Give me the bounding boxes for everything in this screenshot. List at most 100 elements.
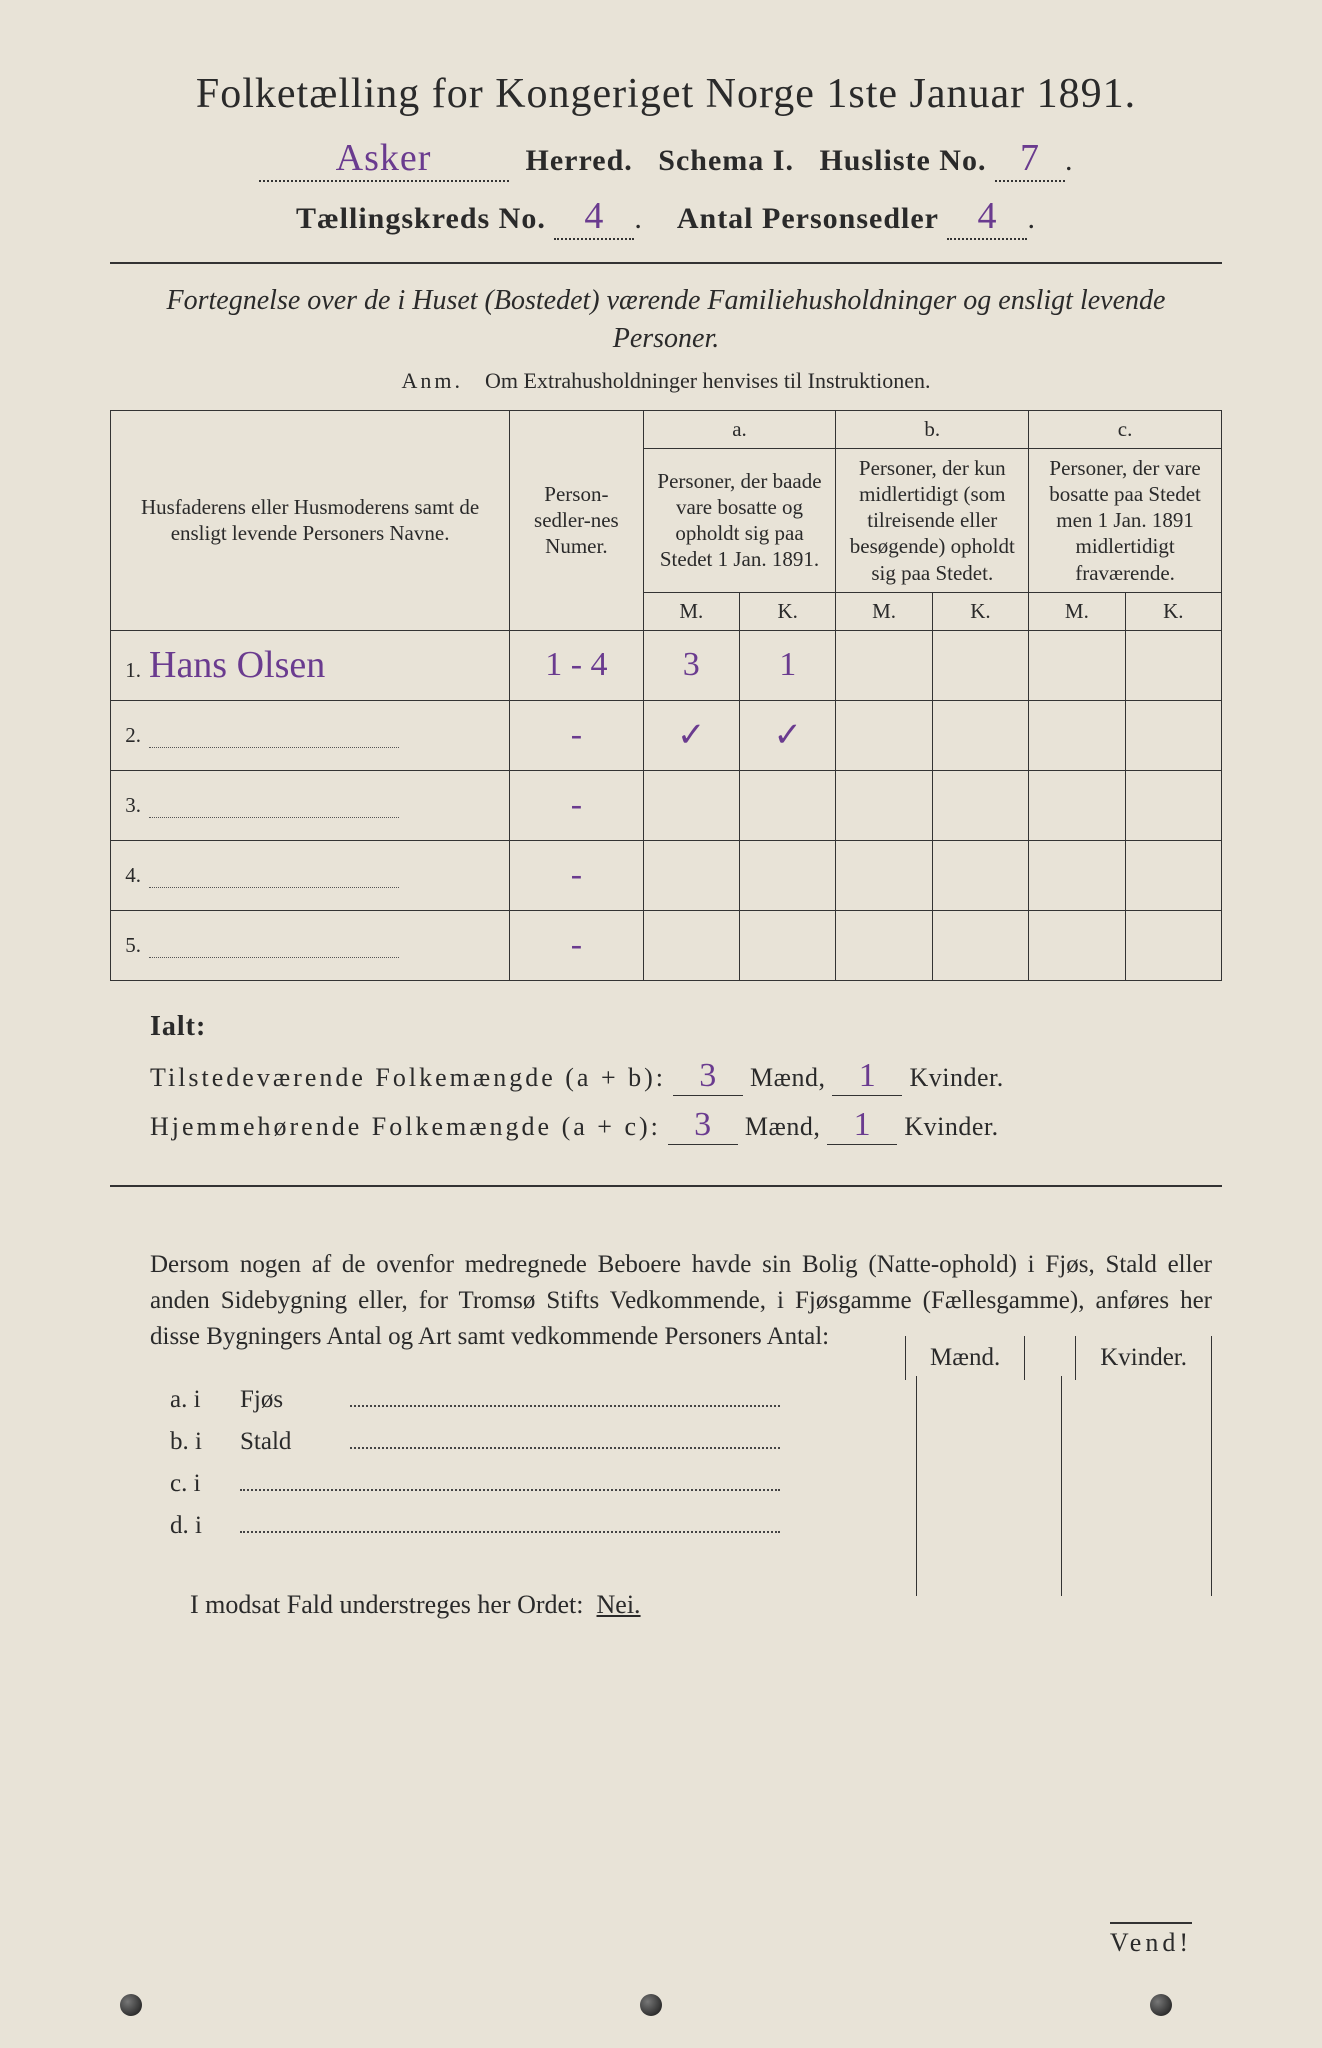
cell-a_k (740, 840, 836, 910)
building-name: Fjøs (240, 1386, 350, 1414)
description-italic: Fortegnelse over de i Huset (Bostedet) v… (110, 282, 1222, 358)
cell-name: 2. (111, 700, 510, 770)
building-row-label: c. i (170, 1470, 240, 1498)
building-row: d. i (170, 1512, 1212, 1540)
antal-value: 4 (977, 195, 997, 237)
cell-num: - (510, 910, 643, 980)
table-row: 5. - (111, 910, 1222, 980)
cell-num: - (510, 770, 643, 840)
cell-c_k (1125, 840, 1221, 910)
cell-c_k (1125, 910, 1221, 980)
th-c-k: K. (1125, 592, 1221, 630)
herred-label: Herred. (526, 144, 633, 177)
table-row: 2.-✓✓ (111, 700, 1222, 770)
th-a-text: Personer, der baade vare bosatte og opho… (643, 448, 836, 592)
nei-line: I modsat Fald understreges her Ordet: Ne… (190, 1590, 1222, 1620)
empty-name-line (149, 795, 399, 818)
th-c-text: Personer, der vare bosatte paa Stedet me… (1029, 448, 1222, 592)
table-row: 3. - (111, 770, 1222, 840)
mk-header: Mænd. Kvinder. (905, 1336, 1212, 1380)
empty-name-line (149, 725, 399, 748)
cell-b_m (836, 630, 932, 700)
cell-value: 3 (683, 646, 700, 683)
nei-word: Nei. (597, 1590, 641, 1619)
row-number: 4. (117, 863, 141, 888)
building-row-label: a. i (170, 1386, 240, 1414)
cell-num: - (510, 840, 643, 910)
cell-name: 1. Hans Olsen (111, 630, 510, 700)
cell-num: 1 - 4 (510, 630, 643, 700)
separator-mid (110, 1185, 1222, 1187)
sum-line-1: Tilstedeværende Folkemængde (a + b): 3 M… (150, 1057, 1222, 1096)
th-b-inner: Personer, der kun midlertidigt (som tilr… (850, 456, 1015, 585)
th-b-k: K. (932, 592, 1028, 630)
cell-b_m (836, 700, 932, 770)
th-c-m: M. (1029, 592, 1125, 630)
cell-c_m (1029, 700, 1125, 770)
cell-value: - (571, 856, 582, 893)
cell-b_k (932, 840, 1028, 910)
husliste-value: 7 (1020, 137, 1040, 179)
tack-icon (120, 1994, 142, 2016)
kvinder-label-2: Kvinder. (904, 1112, 998, 1141)
cell-a_m (643, 770, 739, 840)
th-c-inner: Personer, der vare bosatte paa Stedet me… (1049, 456, 1201, 585)
cell-value: 1 - 4 (545, 646, 607, 683)
cell-value: 1 (779, 646, 796, 683)
household-table: Husfaderens eller Husmoderens samt de en… (110, 410, 1222, 981)
herred-value: Asker (336, 137, 432, 179)
cell-value: - (571, 926, 582, 963)
table-head: Husfaderens eller Husmoderens samt de en… (111, 410, 1222, 630)
cell-b_m (836, 910, 932, 980)
sum2-m: 3 (694, 1106, 712, 1143)
building-row: c. i (170, 1470, 1212, 1498)
anm-line: Anm. Om Extrahusholdninger henvises til … (110, 368, 1222, 394)
anm-text: Om Extrahusholdninger henvises til Instr… (485, 368, 930, 393)
cell-c_m (1029, 770, 1125, 840)
cell-a_k (740, 910, 836, 980)
building-name: Stald (240, 1428, 350, 1456)
kvinder-label-1: Kvinder. (909, 1063, 1003, 1092)
nei-pre: I modsat Fald understreges her Ordet: (190, 1590, 584, 1619)
building-row: b. i Stald (170, 1428, 1212, 1456)
empty-name-line (149, 935, 399, 958)
th-a-m: M. (643, 592, 739, 630)
row-number: 3. (117, 793, 141, 818)
cell-a_k: ✓ (740, 700, 836, 770)
th-c-label: c. (1029, 410, 1222, 448)
herred-line: Asker Herred. Schema I. Husliste No. 7 . (110, 136, 1222, 182)
empty-name-line (149, 865, 399, 888)
husliste-label: Husliste No. (819, 144, 986, 177)
cell-value: ✓ (677, 717, 706, 754)
cell-c_k (1125, 700, 1221, 770)
th-a-k: K. (740, 592, 836, 630)
maend-label-1: Mænd, (750, 1063, 825, 1092)
person-name: Hans Olsen (149, 644, 325, 686)
th-num: Person-sedler-nes Numer. (510, 410, 643, 630)
antal-label: Antal Personsedler (677, 202, 939, 235)
sum2-k: 1 (854, 1106, 872, 1143)
building-row-label: b. i (170, 1428, 240, 1456)
cell-b_k (932, 630, 1028, 700)
mk-kvinder: Kvinder. (1075, 1336, 1212, 1380)
th-b-m: M. (836, 592, 932, 630)
th-b-text: Personer, der kun midlertidigt (som tilr… (836, 448, 1029, 592)
cell-c_k (1125, 630, 1221, 700)
building-row: a. i Fjøs (170, 1386, 1212, 1414)
page-title: Folketælling for Kongeriget Norge 1ste J… (110, 70, 1222, 118)
table-body: 1.Hans Olsen1 - 4312.-✓✓3.-4.-5.- (111, 630, 1222, 980)
cell-a_m (643, 840, 739, 910)
row-number: 1. (117, 658, 141, 683)
table-row: 1. Hans Olsen 1 - 4 3 1 (111, 630, 1222, 700)
cell-value: - (571, 786, 582, 823)
sum1-label: Tilstedeværende Folkemængde (a + b): (150, 1063, 666, 1092)
dotted-line (240, 1479, 780, 1491)
cell-name: 5. (111, 910, 510, 980)
dotted-line (350, 1437, 780, 1449)
census-form-page: Folketælling for Kongeriget Norge 1ste J… (0, 0, 1322, 2048)
row-number: 5. (117, 933, 141, 958)
th-a-label: a. (643, 410, 836, 448)
vend-label: Vend! (1110, 1922, 1192, 1958)
separator-top (110, 262, 1222, 264)
cell-c_m (1029, 630, 1125, 700)
